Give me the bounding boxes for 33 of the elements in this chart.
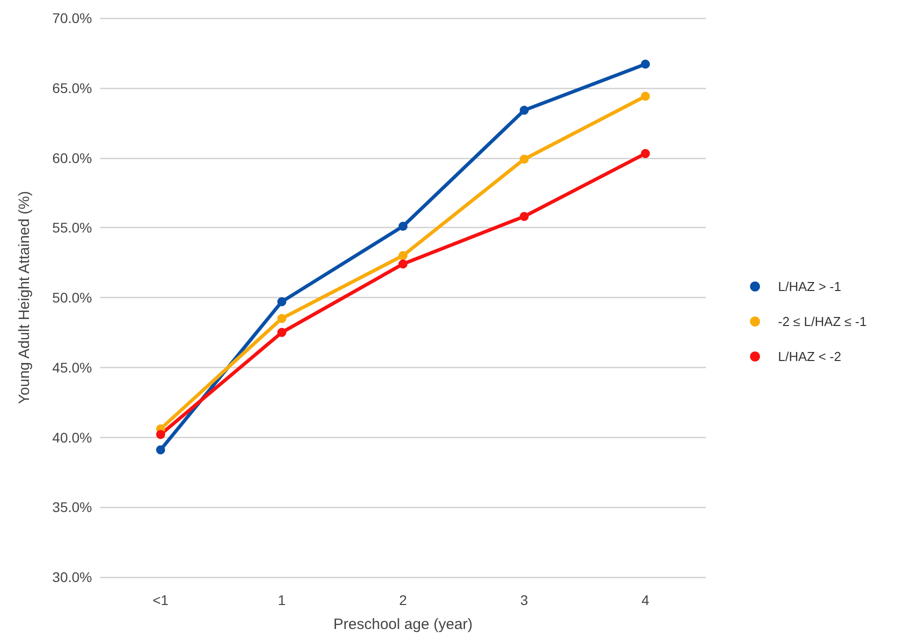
y-tick-label: 45.0% (52, 359, 92, 376)
point (277, 328, 286, 337)
y-tick-label: 60.0% (52, 150, 92, 166)
point (520, 154, 529, 164)
legend-label: -2 ≤ L/HAZ ≤ -1 (778, 314, 867, 329)
x-tick-label: <1 (152, 592, 169, 608)
point (277, 314, 286, 323)
legend-label: L/HAZ < -2 (778, 349, 842, 364)
point (640, 60, 650, 69)
y-tick-label: 65.0% (52, 80, 92, 96)
x-tick-label: 3 (520, 592, 528, 608)
point (640, 149, 650, 158)
y-tick-label: 70.0% (52, 10, 92, 26)
y-tick-label: 55.0% (52, 220, 92, 236)
y-tick-label: 40.0% (52, 429, 92, 446)
point (520, 212, 529, 221)
point (277, 297, 286, 306)
legend-label: L/HAZ > -1 (778, 279, 842, 294)
point (398, 222, 408, 231)
point (398, 251, 408, 260)
point (156, 445, 166, 454)
y-tick-label: 50.0% (52, 290, 92, 306)
point (520, 106, 529, 115)
x-tick-label: 4 (642, 592, 650, 608)
point (156, 430, 166, 439)
y-tick-label: 35.0% (52, 499, 92, 516)
x-axis-title: Preschool age (year) (333, 616, 473, 633)
y-axis-title: Young Adult Height Attained (%) (16, 191, 33, 404)
x-tick-label: 2 (399, 592, 408, 608)
x-tick-label: 1 (278, 592, 286, 608)
point (640, 92, 650, 101)
point (398, 259, 408, 268)
y-tick-label: 30.0% (52, 569, 92, 585)
